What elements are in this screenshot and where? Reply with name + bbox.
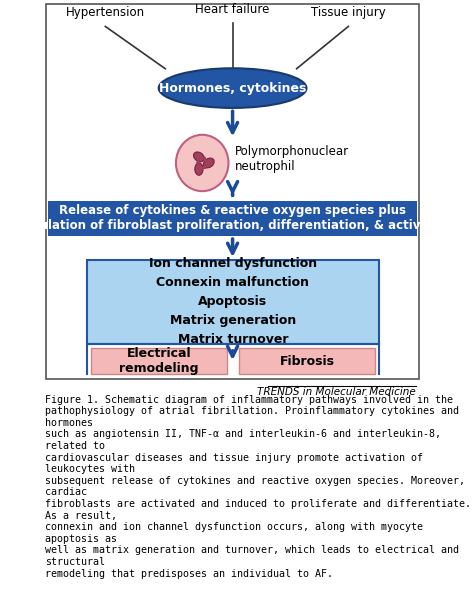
Circle shape — [176, 135, 228, 191]
Text: Electrical
remodeling: Electrical remodeling — [119, 347, 199, 375]
Text: Heart failure: Heart failure — [195, 3, 270, 16]
Ellipse shape — [193, 152, 204, 162]
Text: Hormones, cytokines: Hormones, cytokines — [159, 82, 306, 95]
Text: Ion channel dysfunction
Connexin malfunction
Apoptosis
Matrix generation
Matrix : Ion channel dysfunction Connexin malfunc… — [149, 257, 317, 346]
Text: Tissue injury: Tissue injury — [311, 7, 386, 20]
FancyBboxPatch shape — [87, 260, 379, 343]
Text: Polymorphonuclear
neutrophil: Polymorphonuclear neutrophil — [235, 145, 349, 173]
Ellipse shape — [195, 163, 203, 176]
Text: Fibrosis: Fibrosis — [279, 355, 334, 368]
Text: Hypertension: Hypertension — [66, 7, 145, 20]
Text: TRENDS in Molecular Medicine: TRENDS in Molecular Medicine — [257, 387, 416, 397]
Ellipse shape — [203, 158, 214, 168]
Ellipse shape — [159, 68, 307, 108]
FancyBboxPatch shape — [239, 348, 374, 374]
Text: Figure 1. Schematic diagram of inflammatory pathways involved in the
pathophysio: Figure 1. Schematic diagram of inflammat… — [45, 394, 471, 579]
FancyBboxPatch shape — [46, 4, 419, 379]
Text: Release of cytokines & reactive oxygen species plus
stimulation of fibroblast pr: Release of cytokines & reactive oxygen s… — [11, 205, 454, 233]
FancyBboxPatch shape — [91, 348, 227, 374]
FancyBboxPatch shape — [48, 201, 417, 236]
